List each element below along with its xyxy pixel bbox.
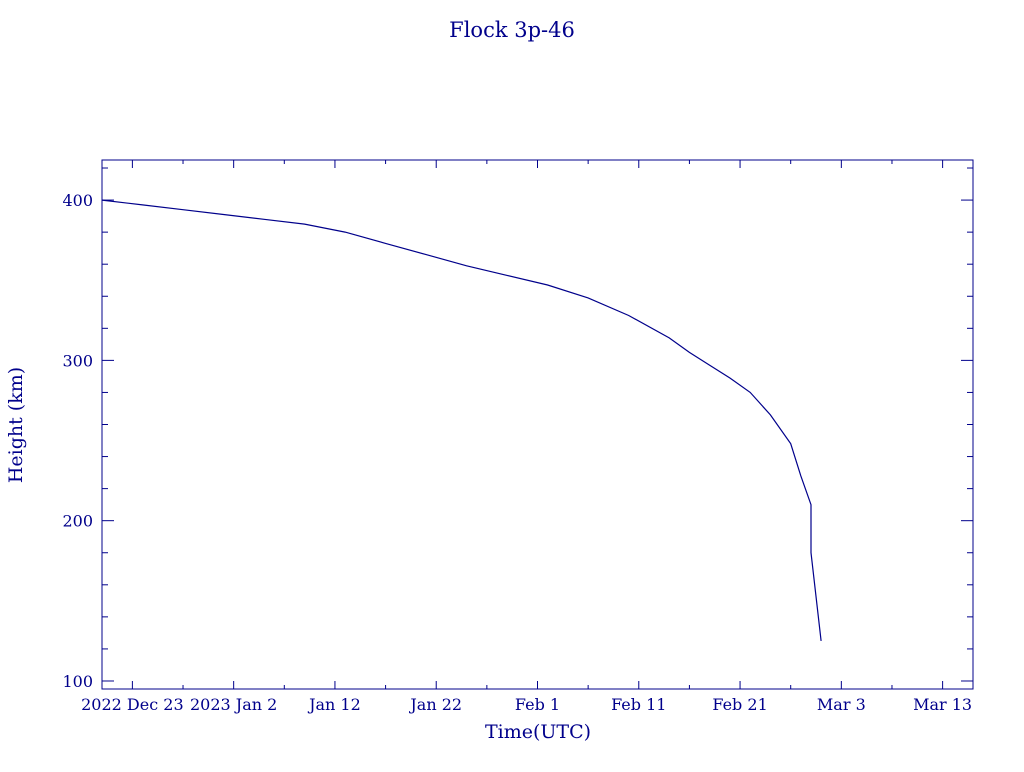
y-tick-label: 100 [62, 672, 93, 691]
x-tick-label: Jan 22 [408, 695, 462, 714]
chart-title: Flock 3p-46 [449, 18, 575, 42]
x-axis-label: Time(UTC) [485, 721, 591, 743]
x-tick-label: 2023 Jan 2 [190, 695, 277, 714]
x-tick-label: Feb 1 [515, 695, 560, 714]
axis-ticks [102, 160, 973, 689]
axis-tick-labels: 2022 Dec 23 2023 Jan 2 Jan 12 Jan 22 Feb 1 Fe… [62, 191, 972, 714]
x-tick-label: 2022 Dec 23 [81, 695, 184, 714]
plot-frame [101, 159, 974, 690]
x-tick-label: Feb 11 [611, 695, 666, 714]
y-axis-label: Height (km) [5, 367, 27, 483]
series-line [101, 199, 822, 641]
x-tick-label: Mar 13 [913, 695, 972, 714]
x-tick-label: Jan 12 [307, 695, 361, 714]
y-tick-label: 300 [62, 351, 93, 370]
x-tick-label: Feb 21 [712, 695, 767, 714]
y-tick-label: 200 [62, 512, 93, 531]
y-tick-label: 400 [62, 191, 93, 210]
x-tick-label: Mar 3 [817, 695, 866, 714]
